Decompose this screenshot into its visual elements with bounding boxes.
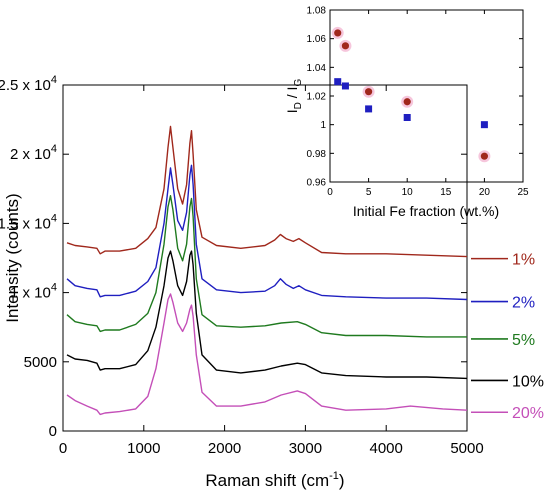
series-line-20pct [66,293,468,416]
inset-point-circle [365,88,373,96]
inset-y-tick-label: 1.04 [307,63,327,74]
main-y-tick-label-base: 0 [49,423,57,440]
main-plot-frame [62,84,468,432]
main-x-tick-label: 1000 [127,440,160,457]
main-y-tick-label-base: 1.5 x 10 [0,215,51,232]
inset-y-tick-label: 1.02 [307,92,327,103]
inset-point-square [365,105,373,113]
legend-label-2pct: 2% [512,295,535,312]
main-y-tick-label: 2.5 x 104 [0,74,57,94]
main-x-tick-label: 5000 [450,440,483,457]
main-y-axis-title: Intensity (counts) [3,193,22,322]
inset-point-circle [334,29,342,37]
inset-x-tick-label: 25 [517,187,529,198]
inset-point-square [403,114,411,121]
inset-y-title-sub-d: D [293,102,304,109]
inset-point-circle [341,42,350,50]
main-y-tick-label: 1.5 x 104 [0,212,57,232]
legend: 1% 2% 5% 10% 20% [471,252,544,422]
inset-point-square [341,82,349,90]
main-x-axis-title-sup: -1 [329,470,339,482]
legend-label-1pct: 1% [512,252,535,269]
legend-label-5pct: 5% [512,332,535,349]
main-y-tick-label-base: 2 x 10 [10,146,51,163]
legend-label-10pct: 10% [512,373,544,390]
inset-x-axis-title: Initial Fe fraction (wt.%) [353,203,499,219]
inset-plot-frame [329,9,524,183]
inset-y-tick-label: 1.06 [307,34,327,45]
main-y-tick-label-base: 5000 [24,354,57,371]
inset-y-tick-label: 1 [320,120,326,131]
main-x-tick-label: 2000 [208,440,241,457]
series-line-1pct [66,125,468,258]
inset-y-title-mid: / I [284,87,300,103]
series-line-5pct [66,195,467,338]
main-y-tick-label: 0 [49,423,57,440]
main-x-axis-title: Raman shift (cm-1) [205,470,344,490]
main-y-tick-label-exp: 4 [51,74,57,86]
series-line-2pct [66,164,468,301]
inset-x-tick-label: 0 [327,187,333,198]
inset-point-square [334,78,342,86]
inset-points [331,26,491,163]
main-y-tick-label: 5000 [24,354,57,371]
inset-point-circle [480,152,488,160]
main-y-tick-label-exp: 4 [51,143,57,155]
main-x-tick-label: 4000 [370,440,403,457]
inset-ticks: 0 5 10 15 20 25 0.96 0.98 1 1.02 1.04 1.06 1.08 [307,6,529,199]
inset-x-tick-label: 20 [479,187,491,198]
inset-y-tick-label: 0.96 [307,178,327,189]
main-y-tick-label-exp: 4 [51,212,57,224]
legend-label-20pct: 20% [512,405,544,422]
inset-x-tick-label: 5 [366,187,372,198]
main-x-axis-title-text: Raman shift (cm [205,471,329,490]
main-y-tick-label-base: 2.5 x 10 [0,77,51,94]
inset-y-tick-label: 1.08 [307,6,327,17]
inset-y-axis-title: ID / IG [284,79,304,114]
inset-y-title-sub-g: G [293,79,304,87]
inset-y-title-i: I [284,109,300,113]
main-y-tick-label: 2 x 104 [10,143,57,163]
main-y-tick-label-base: 1 x 10 [10,285,51,302]
main-y-tick-label-exp: 4 [51,282,57,294]
series-line-10pct [66,250,468,380]
inset-x-tick-label: 10 [402,187,414,198]
inset-x-tick-label: 15 [440,187,452,198]
main-y-tick-label: 1 x 104 [10,282,57,302]
inset-point-circle [403,98,411,106]
main-x-tick-label: 3000 [289,440,322,457]
inset-point-square [480,121,488,129]
main-series [66,125,468,416]
main-x-tick-label: 0 [59,440,67,457]
inset-y-tick-label: 0.98 [307,149,327,160]
main-x-axis-title-close: ) [339,471,345,490]
